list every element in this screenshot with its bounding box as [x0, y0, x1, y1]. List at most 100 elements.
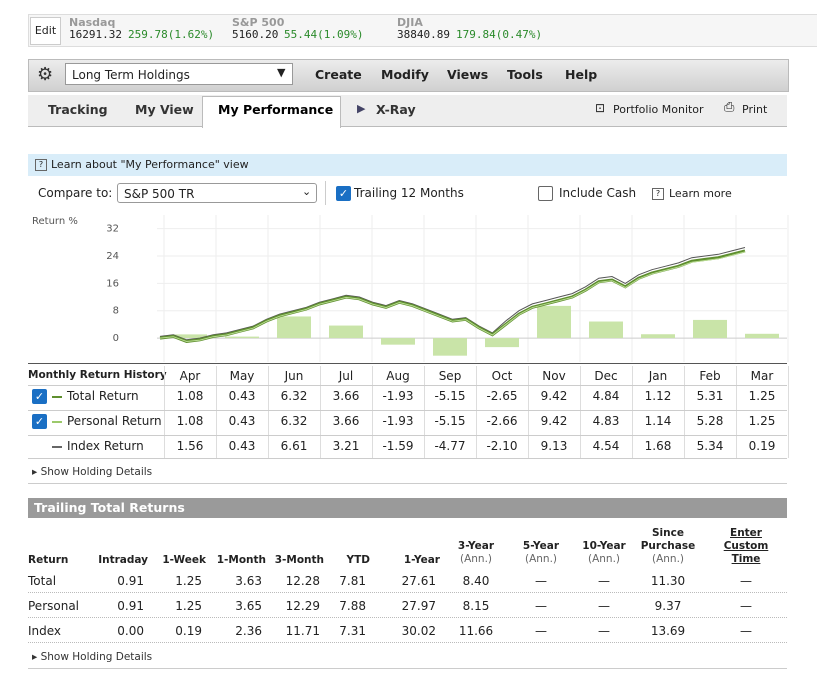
details-link[interactable]: ▸ Show Holding Details — [32, 651, 153, 663]
line — [159, 247, 746, 341]
section-title: Trailing Total Returns — [34, 500, 185, 515]
cell: 27.97 — [401, 599, 436, 613]
col-header[interactable]: Enter Custom Time — [721, 527, 771, 566]
cell: -5.15 — [434, 414, 466, 428]
month-header: Dec — [594, 369, 618, 383]
table-title: Monthly Return History — [28, 369, 167, 381]
col-line — [736, 366, 737, 458]
tab[interactable]: Tracking — [48, 102, 108, 117]
cell: 9.13 — [540, 439, 568, 453]
cell: — — [535, 574, 547, 588]
cell: Index — [28, 624, 62, 638]
row-line — [28, 617, 787, 618]
cell: 0.00 — [117, 624, 144, 638]
cell: 0.91 — [117, 599, 144, 613]
edit-button[interactable]: Edit — [30, 17, 61, 45]
menu-item[interactable]: Create — [315, 67, 362, 82]
tab-tool[interactable]: Print — [742, 103, 768, 116]
bar — [693, 319, 727, 339]
month-header: Feb — [699, 369, 721, 383]
row-line — [28, 642, 787, 643]
compare-select[interactable]: S&P 500 TR — [117, 183, 317, 203]
cell: 11.66 — [458, 624, 494, 638]
bar — [277, 316, 311, 339]
cell: 3.65 — [235, 599, 262, 613]
col-line — [580, 366, 581, 458]
section-header — [28, 498, 787, 518]
cell: 4.83 — [592, 414, 620, 428]
cell: 6.61 — [280, 439, 308, 453]
cell: Total — [28, 574, 57, 588]
cell: 8.40 — [462, 574, 490, 588]
cell: 1.56 — [176, 439, 204, 453]
index-name: Nasdaq — [69, 16, 116, 29]
row-line — [28, 410, 787, 411]
index-value: 5160.20 — [232, 28, 279, 41]
menu-item[interactable]: Help — [565, 67, 598, 82]
col-line — [164, 366, 165, 458]
legend-line — [52, 396, 62, 398]
help-link[interactable]: Learn more — [669, 187, 732, 200]
cell: 1.68 — [644, 439, 672, 453]
month-header: Jul — [338, 369, 354, 383]
cell: 30.02 — [401, 624, 436, 638]
cell: 1.25 — [748, 389, 776, 403]
col-label: 1-Week — [162, 554, 206, 566]
row-line — [28, 458, 787, 459]
cell: 0.19 — [748, 439, 776, 453]
select-arrow: ⌄ — [302, 185, 312, 198]
month-header: Jun — [284, 369, 304, 383]
cell: 1.14 — [644, 414, 672, 428]
tab[interactable]: My Performance — [218, 102, 334, 117]
tab[interactable]: X-Ray — [376, 102, 416, 117]
cell: -1.59 — [382, 439, 414, 453]
cell: 1.08 — [176, 414, 204, 428]
month-header: Oct — [491, 369, 513, 383]
cell: 1.25 — [748, 414, 776, 428]
tab[interactable]: My View — [135, 102, 194, 117]
col-header: Since Purchase (Ann.) — [640, 527, 696, 566]
col-label: 3-Year — [457, 540, 495, 552]
checkbox[interactable]: ✓ — [336, 186, 351, 201]
compare-label: Compare to: — [38, 186, 113, 200]
cell: 1.25 — [175, 574, 202, 588]
row-line — [28, 435, 787, 436]
custom-time-link[interactable]: Enter Custom Time — [723, 527, 769, 565]
month-header: Nov — [542, 369, 566, 383]
y-tick-label: 0 — [113, 333, 119, 344]
checkbox[interactable]: ✓ — [32, 389, 47, 404]
cell: 4.54 — [592, 439, 620, 453]
info-link[interactable]: Learn about "My Performance" view — [51, 158, 249, 171]
details-link[interactable]: ▸ Show Holding Details — [32, 466, 153, 478]
checkbox[interactable] — [538, 186, 553, 201]
index-value: 38840.89 — [397, 28, 450, 41]
col-header: Return — [28, 554, 88, 567]
col-label: YTD — [346, 554, 370, 566]
row-name: Total Return — [67, 389, 139, 403]
col-header: 1-Year — [370, 554, 440, 567]
cell: 1.25 — [175, 599, 202, 613]
row-name: Personal Return — [67, 414, 162, 428]
cell: 0.43 — [228, 414, 256, 428]
row-name: Index Return — [67, 439, 144, 453]
cell: 9.42 — [540, 389, 568, 403]
col-header: 1-Week — [148, 554, 206, 567]
menu-item[interactable]: Views — [447, 67, 489, 82]
checkbox[interactable]: ✓ — [32, 414, 47, 429]
col-label: 1-Year — [403, 554, 440, 566]
cell: 2.36 — [235, 624, 262, 638]
option-label[interactable]: Trailing 12 Months — [354, 186, 464, 200]
col-label: 5-Year — [522, 540, 560, 552]
menu-item[interactable]: Modify — [381, 67, 429, 82]
col-header: 3-Month — [266, 554, 324, 567]
cell: 9.37 — [654, 599, 682, 613]
col-header: 5-Year (Ann.) — [510, 540, 572, 566]
option-label[interactable]: Include Cash — [559, 186, 637, 200]
menu-item[interactable]: Tools — [507, 67, 543, 82]
legend-line — [52, 421, 62, 423]
tab-tool[interactable]: Portfolio Monitor — [613, 103, 704, 116]
portfolio-select[interactable]: Long Term Holdings — [65, 63, 293, 85]
legend-line — [52, 446, 62, 448]
month-header: Apr — [179, 369, 201, 383]
col-label: Return — [28, 554, 69, 566]
